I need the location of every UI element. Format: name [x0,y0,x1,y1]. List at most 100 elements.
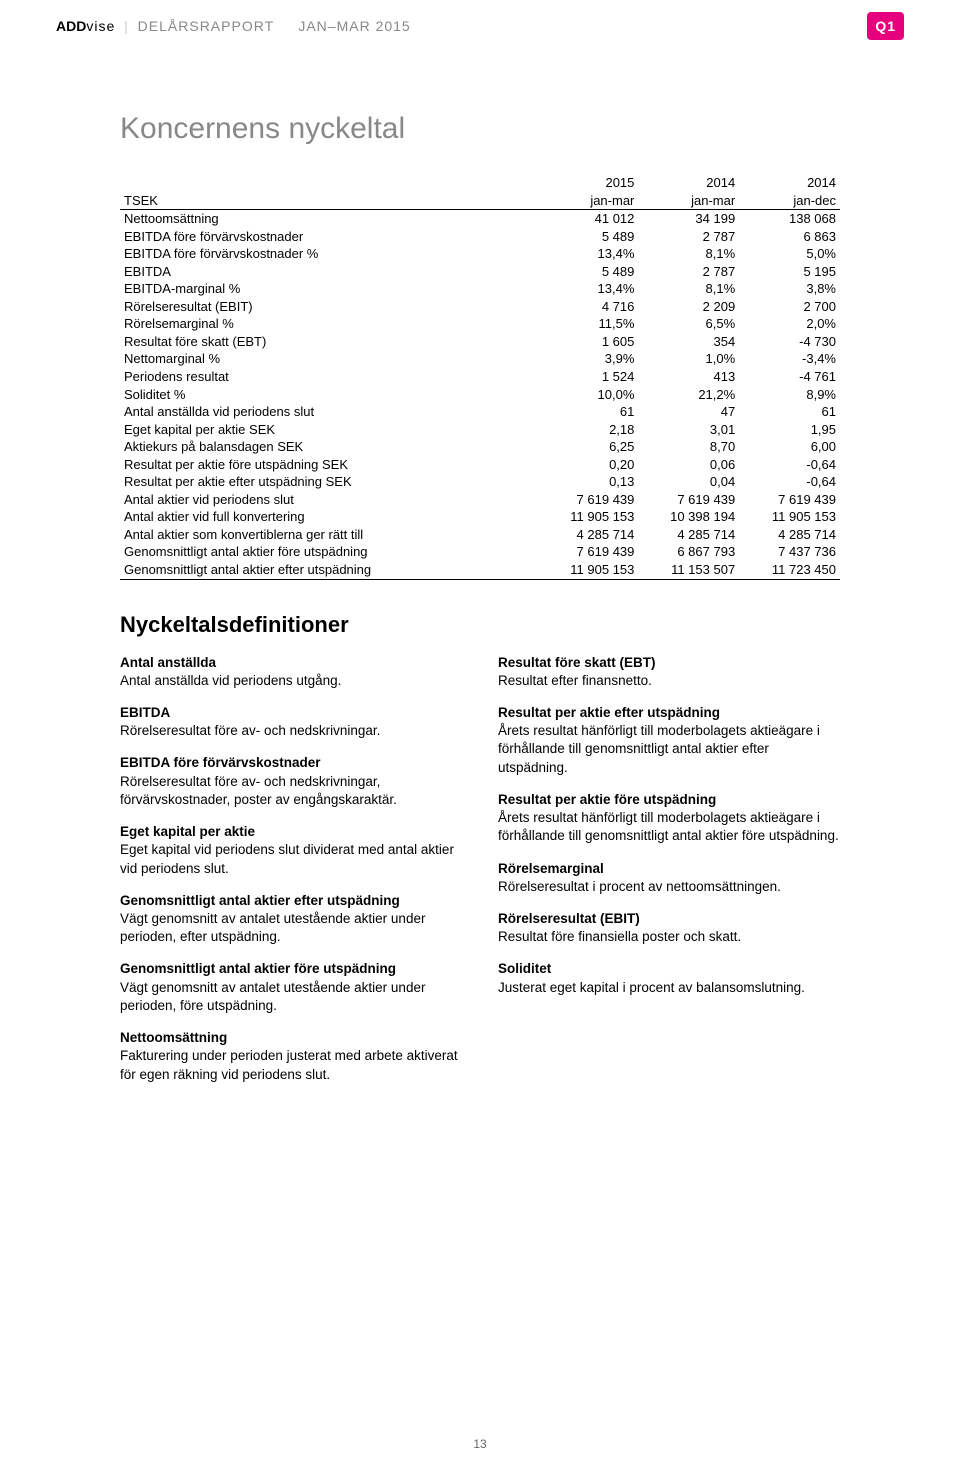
definition-body: Årets resultat hänförligt till moderbola… [498,722,840,777]
row-value: 8,1% [638,280,739,298]
row-label: EBITDA [120,263,538,281]
definition-block: Genomsnittligt antal aktier före utspädn… [120,960,462,1015]
row-value: 0,06 [638,456,739,474]
definition-body: Rörelseresultat före av- och nedskrivnin… [120,722,462,740]
row-value: 41 012 [538,210,639,228]
table-row: Antal aktier vid periodens slut7 619 439… [120,491,840,509]
definition-term: Genomsnittligt antal aktier efter utspäd… [120,892,462,910]
kpi-table: 2015 2014 2014 TSEK jan-mar jan-mar jan-… [120,174,840,580]
row-label: Genomsnittligt antal aktier före utspädn… [120,543,538,561]
page-title: Koncernens nyckeltal [120,112,840,146]
row-value: 138 068 [739,210,840,228]
separator: | [124,18,129,34]
row-value: 61 [538,403,639,421]
table-row: Genomsnittligt antal aktier före utspädn… [120,543,840,561]
definition-body: Vägt genomsnitt av antalet utestående ak… [120,979,462,1015]
definitions-grid: Antal anställdaAntal anställda vid perio… [120,654,840,1098]
row-value: 61 [739,403,840,421]
row-value: 2 787 [638,263,739,281]
definition-body: Vägt genomsnitt av antalet utestående ak… [120,910,462,946]
definition-term: EBITDA före förvärvskostnader [120,754,462,772]
row-label: Rörelsemarginal % [120,315,538,333]
definition-block: Eget kapital per aktieEget kapital vid p… [120,823,462,878]
definition-body: Eget kapital vid periodens slut dividera… [120,841,462,877]
row-value: 4 285 714 [739,526,840,544]
row-value: 4 285 714 [638,526,739,544]
row-value: 8,9% [739,386,840,404]
definition-body: Justerat eget kapital i procent av balan… [498,979,840,997]
table-head: 2015 2014 2014 TSEK jan-mar jan-mar jan-… [120,174,840,210]
row-value: 7 437 736 [739,543,840,561]
definition-block: Rörelseresultat (EBIT)Resultat före fina… [498,910,840,946]
table-row: Antal aktier vid full konvertering11 905… [120,508,840,526]
row-value: 11 153 507 [638,561,739,579]
row-value: 3,8% [739,280,840,298]
row-value: 0,04 [638,473,739,491]
row-value: -0,64 [739,456,840,474]
row-value: 354 [638,333,739,351]
table-row: Nettomarginal %3,9%1,0%-3,4% [120,350,840,368]
col-span-0: jan-mar [538,192,639,210]
definition-term: Nettoomsättning [120,1029,462,1047]
row-label: EBITDA före förvärvskostnader [120,228,538,246]
row-label: Nettoomsättning [120,210,538,228]
row-value: 0,20 [538,456,639,474]
row-value: 10 398 194 [638,508,739,526]
definition-body: Resultat efter finansnetto. [498,672,840,690]
row-value: 7 619 439 [538,491,639,509]
row-value: 4 285 714 [538,526,639,544]
definition-term: Soliditet [498,960,840,978]
row-value: 7 619 439 [638,491,739,509]
definition-block: EBITDARörelseresultat före av- och nedsk… [120,704,462,740]
table-row: Resultat före skatt (EBT)1 605354-4 730 [120,333,840,351]
row-value: 11 723 450 [739,561,840,579]
definition-term: EBITDA [120,704,462,722]
row-label: Aktiekurs på balansdagen SEK [120,438,538,456]
definition-body: Årets resultat hänförligt till moderbola… [498,809,840,845]
row-label: Soliditet % [120,386,538,404]
row-value: 5,0% [739,245,840,263]
row-label: Antal anställda vid periodens slut [120,403,538,421]
definition-term: Genomsnittligt antal aktier före utspädn… [120,960,462,978]
row-label: EBITDA före förvärvskostnader % [120,245,538,263]
row-value: 11 905 153 [538,508,639,526]
row-value: -3,4% [739,350,840,368]
table-row: Rörelseresultat (EBIT)4 7162 2092 700 [120,298,840,316]
row-label: Antal aktier vid full konvertering [120,508,538,526]
row-value: 6 863 [739,228,840,246]
row-value: 8,70 [638,438,739,456]
definition-block: RörelsemarginalRörelseresultat i procent… [498,860,840,896]
row-value: 1,0% [638,350,739,368]
definition-block: Resultat per aktie efter utspädningÅrets… [498,704,840,777]
table-row: EBITDA före förvärvskostnader %13,4%8,1%… [120,245,840,263]
row-label: Periodens resultat [120,368,538,386]
row-value: 7 619 439 [739,491,840,509]
definition-body: Rörelseresultat i procent av nettoomsätt… [498,878,840,896]
row-label: Resultat per aktie efter utspädning SEK [120,473,538,491]
header-text: ADDvise | DELÅRSRAPPORT JAN–MAR 2015 [56,18,411,34]
quarter-badge: Q1 [867,12,904,40]
row-label: Antal aktier vid periodens slut [120,491,538,509]
row-value: 5 489 [538,263,639,281]
row-value: 21,2% [638,386,739,404]
brand-light: vise [86,18,115,34]
row-value: 3,01 [638,421,739,439]
definition-body: Fakturering under perioden justerat med … [120,1047,462,1083]
page-number: 13 [0,1437,960,1451]
row-value: 2 700 [739,298,840,316]
row-value: 1 524 [538,368,639,386]
table-row: EBITDA-marginal %13,4%8,1%3,8% [120,280,840,298]
table-body: Nettoomsättning41 01234 199138 068EBITDA… [120,210,840,579]
definition-block: Resultat före skatt (EBT)Resultat efter … [498,654,840,690]
row-label: Genomsnittligt antal aktier efter utspäd… [120,561,538,579]
row-label: Eget kapital per aktie SEK [120,421,538,439]
table-row: EBITDA5 4892 7875 195 [120,263,840,281]
definition-term: Rörelseresultat (EBIT) [498,910,840,928]
definition-body: Rörelseresultat före av- och nedskrivnin… [120,773,462,809]
row-value: 11 905 153 [739,508,840,526]
definition-term: Eget kapital per aktie [120,823,462,841]
table-row: Antal aktier som konvertiblerna ger rätt… [120,526,840,544]
table-row: Resultat per aktie efter utspädning SEK 0… [120,473,840,491]
row-label: Rörelseresultat (EBIT) [120,298,538,316]
table-row: Rörelsemarginal %11,5%6,5%2,0% [120,315,840,333]
